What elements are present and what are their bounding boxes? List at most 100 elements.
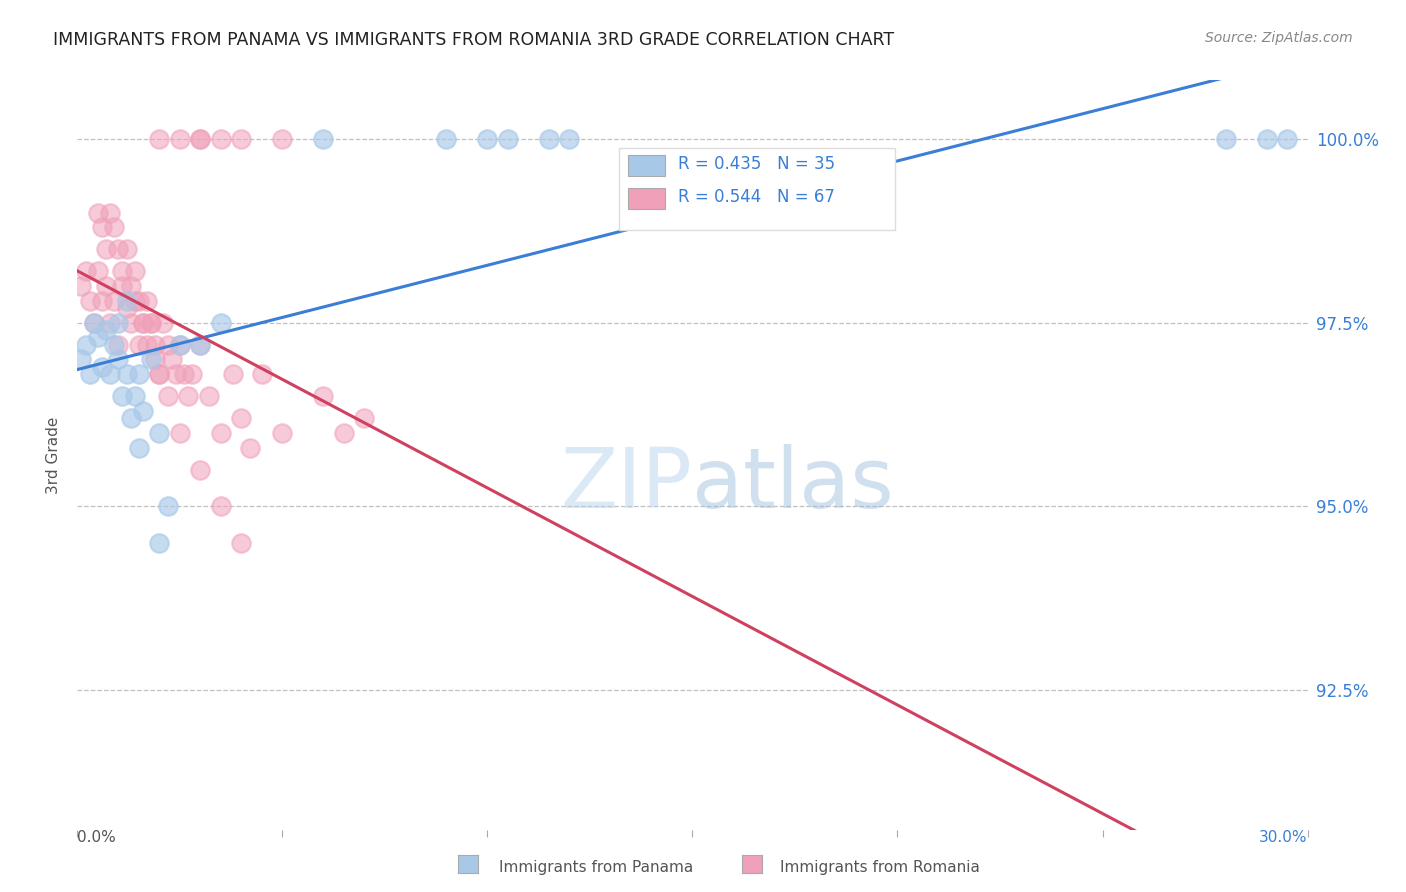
Point xyxy=(94,242,117,256)
Point xyxy=(83,316,105,330)
Point xyxy=(173,367,195,381)
Point xyxy=(250,367,273,381)
Text: Immigrants from Romania: Immigrants from Romania xyxy=(780,860,980,874)
Text: IMMIGRANTS FROM PANAMA VS IMMIGRANTS FROM ROMANIA 3RD GRADE CORRELATION CHART: IMMIGRANTS FROM PANAMA VS IMMIGRANTS FRO… xyxy=(53,31,894,49)
Point xyxy=(120,279,142,293)
Point xyxy=(75,264,97,278)
Point xyxy=(148,536,170,550)
Point xyxy=(90,293,114,308)
Point xyxy=(94,323,117,337)
Point xyxy=(98,316,121,330)
Point xyxy=(141,352,163,367)
Point xyxy=(231,411,253,425)
Point xyxy=(222,367,245,381)
Text: Immigrants from Panama: Immigrants from Panama xyxy=(499,860,693,874)
Point xyxy=(75,337,97,351)
Point xyxy=(83,316,105,330)
Point xyxy=(209,132,232,146)
Point xyxy=(148,367,170,381)
Point xyxy=(87,264,110,278)
Point xyxy=(107,352,129,367)
Point xyxy=(477,132,499,146)
Text: R = 0.435   N = 35: R = 0.435 N = 35 xyxy=(678,155,835,173)
Point xyxy=(115,301,138,315)
Point xyxy=(152,316,174,330)
Point xyxy=(103,337,125,351)
Point xyxy=(169,337,191,351)
Point xyxy=(148,367,170,381)
Point xyxy=(115,293,138,308)
Point xyxy=(169,132,191,146)
Point xyxy=(496,132,519,146)
Point xyxy=(209,500,232,514)
Point xyxy=(124,389,146,403)
Point xyxy=(103,220,125,235)
Point xyxy=(94,279,117,293)
Point xyxy=(188,337,212,351)
Point xyxy=(141,316,163,330)
Point xyxy=(156,337,179,351)
Point xyxy=(115,367,138,381)
Point xyxy=(98,367,121,381)
Point xyxy=(128,441,150,455)
Point xyxy=(132,316,155,330)
Y-axis label: 3rd Grade: 3rd Grade xyxy=(46,417,62,493)
Point xyxy=(558,132,581,146)
Point xyxy=(537,132,560,146)
Point xyxy=(70,279,93,293)
Point xyxy=(165,367,187,381)
Text: atlas: atlas xyxy=(693,444,894,525)
Text: ZIP: ZIP xyxy=(561,444,693,525)
Point xyxy=(120,316,142,330)
Point xyxy=(231,536,253,550)
Point xyxy=(312,132,335,146)
Text: Source: ZipAtlas.com: Source: ZipAtlas.com xyxy=(1205,31,1353,45)
Point xyxy=(188,462,212,476)
Point xyxy=(271,425,294,440)
Point xyxy=(141,316,163,330)
Point xyxy=(169,425,191,440)
Point xyxy=(156,500,179,514)
Point xyxy=(115,242,138,256)
Point xyxy=(87,205,110,219)
Point xyxy=(148,425,170,440)
Point xyxy=(136,293,159,308)
Text: 0.0%: 0.0% xyxy=(77,830,117,845)
Point xyxy=(143,352,166,367)
Point xyxy=(160,352,183,367)
Point xyxy=(231,132,253,146)
Point xyxy=(79,367,101,381)
Point xyxy=(353,411,375,425)
Point xyxy=(90,359,114,374)
Point xyxy=(177,389,200,403)
Point xyxy=(333,425,356,440)
Point xyxy=(128,367,150,381)
Point xyxy=(107,316,129,330)
Point xyxy=(79,293,101,308)
Point xyxy=(271,132,294,146)
Point xyxy=(188,132,212,146)
Point xyxy=(124,264,146,278)
Bar xyxy=(628,188,665,209)
Point xyxy=(143,337,166,351)
Point xyxy=(120,411,142,425)
Point xyxy=(136,337,159,351)
Point xyxy=(188,132,212,146)
FancyBboxPatch shape xyxy=(619,148,896,230)
Point xyxy=(188,337,212,351)
Point xyxy=(239,441,262,455)
Point xyxy=(107,242,129,256)
Point xyxy=(103,293,125,308)
Bar xyxy=(628,155,665,177)
Point xyxy=(156,389,179,403)
Point xyxy=(148,132,170,146)
Point xyxy=(98,205,121,219)
Point xyxy=(111,279,134,293)
Point xyxy=(1256,132,1278,146)
Point xyxy=(181,367,204,381)
Point xyxy=(128,337,150,351)
Point xyxy=(132,404,155,418)
Point xyxy=(128,293,150,308)
Point xyxy=(209,316,232,330)
Point xyxy=(107,337,129,351)
